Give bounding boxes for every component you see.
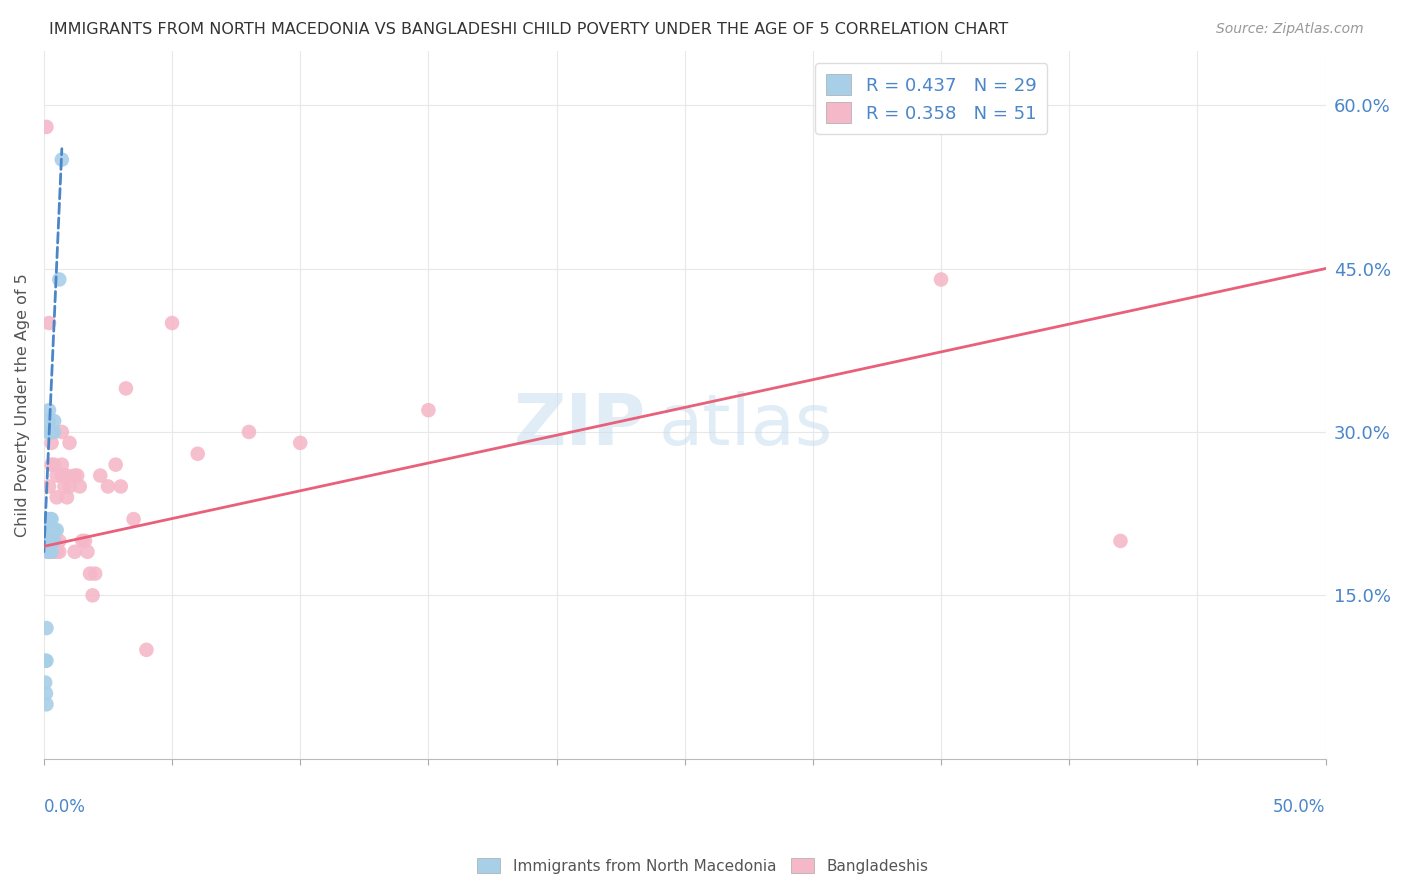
Point xyxy=(84,566,107,581)
Point xyxy=(58,435,80,450)
Point xyxy=(44,425,66,439)
Point xyxy=(41,533,63,548)
Legend: R = 0.437   N = 29, R = 0.358   N = 51: R = 0.437 N = 29, R = 0.358 N = 51 xyxy=(815,63,1047,134)
Point xyxy=(51,153,73,167)
Point xyxy=(44,533,66,548)
Point xyxy=(41,545,63,559)
Text: ZIP: ZIP xyxy=(515,392,647,460)
Point xyxy=(51,458,73,472)
Point xyxy=(97,479,120,493)
Point xyxy=(79,566,101,581)
Point xyxy=(38,533,60,548)
Point xyxy=(34,675,56,690)
Point xyxy=(187,447,209,461)
Text: 50.0%: 50.0% xyxy=(1274,797,1326,815)
Point xyxy=(35,698,58,712)
Point xyxy=(44,523,66,537)
Point xyxy=(41,435,63,450)
Point xyxy=(929,272,952,286)
Point xyxy=(238,425,260,439)
Point xyxy=(41,545,63,559)
Point xyxy=(45,491,67,505)
Point xyxy=(56,468,79,483)
Point xyxy=(39,512,62,526)
Point xyxy=(44,458,66,472)
Text: Source: ZipAtlas.com: Source: ZipAtlas.com xyxy=(1216,22,1364,37)
Point xyxy=(51,425,73,439)
Point xyxy=(38,523,60,537)
Point xyxy=(122,512,145,526)
Point xyxy=(418,403,440,417)
Point xyxy=(89,468,111,483)
Point xyxy=(69,479,91,493)
Point xyxy=(38,414,60,428)
Point xyxy=(53,468,76,483)
Point xyxy=(39,533,62,548)
Point xyxy=(37,425,59,439)
Text: IMMIGRANTS FROM NORTH MACEDONIA VS BANGLADESHI CHILD POVERTY UNDER THE AGE OF 5 : IMMIGRANTS FROM NORTH MACEDONIA VS BANGL… xyxy=(49,22,1008,37)
Point xyxy=(104,458,127,472)
Point xyxy=(51,468,73,483)
Point xyxy=(72,533,94,548)
Point xyxy=(35,120,58,134)
Text: 0.0%: 0.0% xyxy=(44,797,86,815)
Point xyxy=(48,545,70,559)
Point xyxy=(82,588,104,602)
Point xyxy=(35,512,58,526)
Point xyxy=(53,479,76,493)
Point xyxy=(38,545,60,559)
Point xyxy=(44,414,66,428)
Point xyxy=(76,545,98,559)
Point xyxy=(41,425,63,439)
Text: atlas: atlas xyxy=(659,392,834,460)
Point xyxy=(38,479,60,493)
Point xyxy=(35,533,58,548)
Point xyxy=(35,533,58,548)
Point xyxy=(37,523,59,537)
Point xyxy=(41,458,63,472)
Point xyxy=(41,512,63,526)
Point xyxy=(45,523,67,537)
Y-axis label: Child Poverty Under the Age of 5: Child Poverty Under the Age of 5 xyxy=(15,273,30,537)
Point xyxy=(290,435,312,450)
Point xyxy=(44,545,66,559)
Point xyxy=(44,533,66,548)
Point xyxy=(35,621,58,635)
Point xyxy=(35,686,58,700)
Point xyxy=(45,468,67,483)
Legend: Immigrants from North Macedonia, Bangladeshis: Immigrants from North Macedonia, Banglad… xyxy=(471,852,935,880)
Point xyxy=(41,533,63,548)
Point xyxy=(56,491,79,505)
Point xyxy=(38,316,60,330)
Point xyxy=(38,403,60,417)
Point xyxy=(34,533,56,548)
Point xyxy=(45,545,67,559)
Point xyxy=(73,533,96,548)
Point xyxy=(115,381,138,395)
Point xyxy=(135,643,157,657)
Point xyxy=(58,479,80,493)
Point xyxy=(63,545,86,559)
Point xyxy=(160,316,183,330)
Point xyxy=(48,533,70,548)
Point xyxy=(37,545,59,559)
Point xyxy=(38,545,60,559)
Point xyxy=(35,654,58,668)
Point xyxy=(110,479,132,493)
Point xyxy=(1109,533,1132,548)
Point xyxy=(63,468,86,483)
Point xyxy=(34,654,56,668)
Point xyxy=(66,468,89,483)
Point xyxy=(48,272,70,286)
